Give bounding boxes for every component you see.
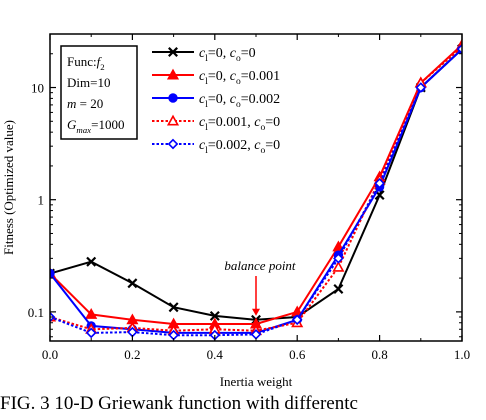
- legend-entry-2: cl=0, co=0.001: [152, 68, 280, 87]
- legend-label-5: cl=0.002, co=0: [199, 138, 280, 156]
- info-line-4: Gmax=1000: [67, 117, 124, 135]
- info-box: [60, 45, 138, 140]
- series-5-point-10: [456, 43, 462, 55]
- legend-label-4: cl=0.001, co=0: [199, 115, 280, 133]
- series-5-point-7: [333, 253, 344, 264]
- series-2-point-1: [85, 308, 98, 319]
- balance-point-arrow-head: [252, 308, 260, 316]
- legend-marker-3: [168, 93, 178, 103]
- series-1-point-2: [127, 278, 138, 289]
- series-1-point-7: [333, 283, 344, 294]
- legend-marker-1: [168, 47, 178, 57]
- balance-point-label: balance point: [224, 258, 296, 273]
- x-tick-label-5: 1.0: [454, 347, 470, 362]
- y-tick-label-1: 1: [38, 193, 45, 208]
- x-tick-label-0: 0.0: [42, 347, 58, 362]
- legend-label-1: cl=0, co=0: [199, 46, 256, 64]
- legend-marker-2: [166, 68, 180, 80]
- y-axis-label: Fitness (Optimized value): [1, 120, 16, 255]
- legend-entry-1: cl=0, co=0: [152, 46, 256, 64]
- info-line-1: Func:f2: [67, 54, 105, 72]
- series-3-point-0: [50, 268, 55, 279]
- caption-text: FIG. 3 10-D Griewank function with diffe…: [0, 393, 358, 414]
- legend-label-2: cl=0, co=0.001: [199, 69, 280, 87]
- legend-entry-5: cl=0.002, co=0: [152, 138, 280, 156]
- figure-caption: FIG. 3 10-D Griewank function with diffe…: [0, 393, 486, 420]
- legend-entry-4: cl=0.001, co=0: [152, 114, 280, 133]
- x-tick-label-2: 0.4: [207, 347, 224, 362]
- info-line-2: Dim=10: [67, 75, 110, 90]
- y-tick-label-2: 10: [31, 81, 44, 96]
- series-1-point-4: [209, 310, 220, 321]
- x-tick-label-3: 0.6: [289, 347, 306, 362]
- legend-marker-5: [167, 138, 179, 150]
- series-5-point-9: [415, 82, 427, 93]
- info-line-3: m = 20: [67, 96, 103, 111]
- series-1-point-3: [168, 302, 179, 313]
- x-tick-label-1: 0.2: [124, 347, 140, 362]
- fitness-chart: 0.0 0.2 0.4 0.6 0.8 1.0 0.1 1 10 Inertia weight Fi…: [1, 33, 470, 389]
- legend-entry-3: cl=0, co=0.002: [152, 92, 280, 110]
- y-tick-label-0: 0.1: [28, 305, 44, 320]
- series-5-point-1: [85, 327, 97, 339]
- series-5-point-8: [374, 177, 385, 189]
- series-1-point-1: [86, 256, 97, 267]
- x-axis-label: Inertia weight: [220, 374, 293, 389]
- x-tick-label-4: 0.8: [371, 347, 387, 362]
- series-4-point-7: [332, 260, 345, 272]
- series-5-point-6: [291, 314, 303, 326]
- legend-marker-4: [166, 114, 180, 126]
- legend-label-3: cl=0, co=0.002: [199, 92, 280, 110]
